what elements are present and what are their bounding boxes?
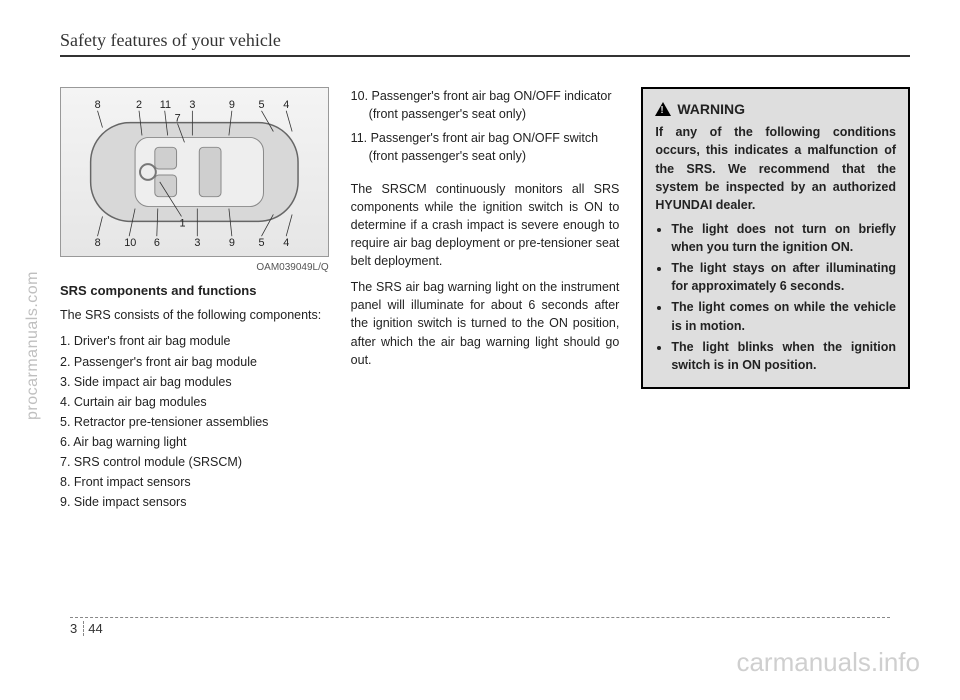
srs-heading: SRS components and functions <box>60 282 329 301</box>
list-item: 9. Side impact sensors <box>60 493 329 511</box>
list-item: 10. Passenger's front air bag ON/OFF ind… <box>369 87 620 123</box>
column-layout: 8 2 11 3 9 5 4 7 <box>60 87 910 514</box>
callout: 11 <box>160 99 171 111</box>
warning-heading: WARNING <box>655 99 896 119</box>
side-watermark: procarmanuals.com <box>24 271 42 420</box>
warning-box: WARNING If any of the following conditio… <box>641 87 910 389</box>
body-paragraph: The SRS air bag warning light on the ins… <box>351 278 620 369</box>
callout: 1 <box>180 217 186 229</box>
srs-intro: The SRS consists of the following compon… <box>60 306 329 324</box>
page-number: 3 44 <box>70 621 103 636</box>
callout: 2 <box>136 99 142 111</box>
column-3: WARNING If any of the following conditio… <box>641 87 910 514</box>
warning-bullet: The light stays on after illuminating fo… <box>671 259 896 295</box>
chapter-number: 3 <box>70 621 84 636</box>
page-content: Safety features of your vehicle 8 2 <box>60 30 910 514</box>
warning-list: The light does not turn on briefly when … <box>655 220 896 374</box>
list-item: 3. Side impact air bag modules <box>60 373 329 391</box>
list-item: 5. Retractor pre-tensioner assemblies <box>60 413 329 431</box>
list-item: 2. Passenger's front air bag module <box>60 353 329 371</box>
list-item: 8. Front impact sensors <box>60 473 329 491</box>
body-paragraph: The SRSCM continuously monitors all SRS … <box>351 180 620 271</box>
callout: 5 <box>259 99 265 111</box>
warning-intro: If any of the following conditions occur… <box>655 123 896 214</box>
warning-bullet: The light comes on while the vehicle is … <box>671 298 896 334</box>
callout: 4 <box>283 99 289 111</box>
callout: 9 <box>229 237 235 249</box>
warning-bullet: The light blinks when the ignition switc… <box>671 338 896 374</box>
diagram-code: OAM039049L/Q <box>60 261 329 276</box>
callout: 8 <box>95 99 101 111</box>
vehicle-diagram: 8 2 11 3 9 5 4 7 <box>60 87 329 257</box>
callout: 3 <box>189 99 195 111</box>
callout: 3 <box>194 237 200 249</box>
warning-bullet: The light does not turn on briefly when … <box>671 220 896 256</box>
diagram-svg: 8 2 11 3 9 5 4 7 <box>61 88 328 256</box>
bottom-watermark: carmanuals.info <box>736 647 920 678</box>
section-header: Safety features of your vehicle <box>60 30 910 57</box>
list-item: 6. Air bag warning light <box>60 433 329 451</box>
list-item: 1. Driver's front air bag module <box>60 332 329 350</box>
list-item: 4. Curtain air bag modules <box>60 393 329 411</box>
page-footer: 3 44 <box>70 617 890 638</box>
warning-icon <box>655 102 671 116</box>
callout: 9 <box>229 99 235 111</box>
column-2: 10. Passenger's front air bag ON/OFF ind… <box>351 87 620 514</box>
list-item: 7. SRS control module (SRSCM) <box>60 453 329 471</box>
warning-title: WARNING <box>677 99 745 119</box>
callout: 10 <box>124 237 136 249</box>
callout: 4 <box>283 237 289 249</box>
callout: 6 <box>154 237 160 249</box>
callout: 5 <box>259 237 265 249</box>
list-item: 11. Passenger's front air bag ON/OFF swi… <box>369 129 620 165</box>
column-1: 8 2 11 3 9 5 4 7 <box>60 87 329 514</box>
callout: 7 <box>175 113 181 125</box>
page-no: 44 <box>88 621 102 636</box>
callout: 8 <box>95 237 101 249</box>
